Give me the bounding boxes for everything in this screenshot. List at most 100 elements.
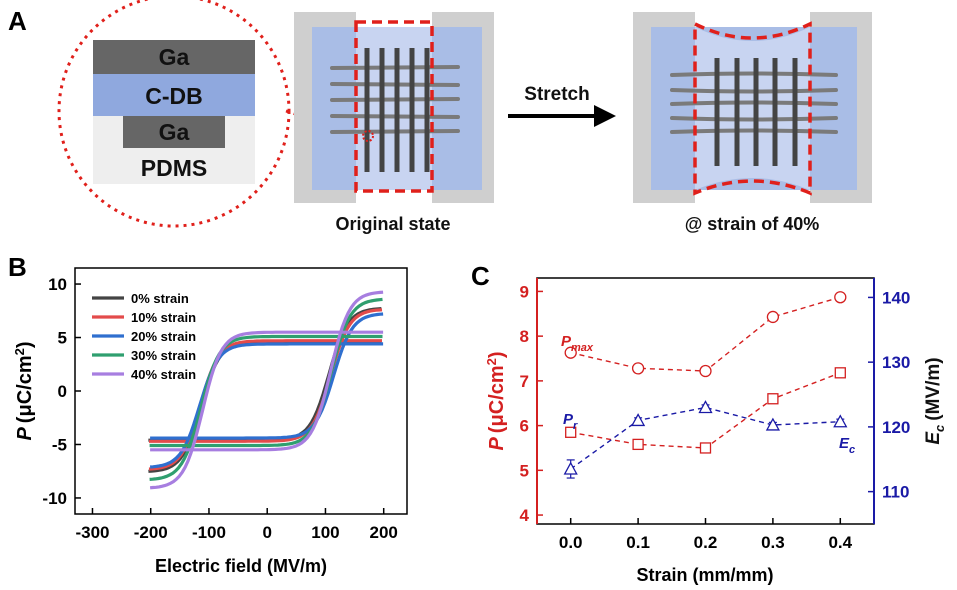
y-axis-left-label: P (μC/cm2) — [484, 351, 508, 450]
x-tick-label: -200 — [134, 523, 168, 542]
ec-label-main: E — [839, 435, 850, 452]
dashed-outline — [693, 21, 812, 196]
pdms-label: PDMS — [141, 155, 207, 181]
legend-label: 0% strain — [131, 291, 189, 306]
y-axis-symbol: P — [14, 427, 36, 441]
hysteresis-loop — [149, 290, 384, 490]
panel-a-letter: A — [8, 6, 27, 36]
ga-bottom-layer — [123, 116, 225, 148]
panel-b-letter: B — [8, 252, 27, 282]
data-point — [631, 413, 646, 427]
data-point — [767, 393, 779, 405]
data-point — [699, 442, 712, 454]
panel-b: B -300 -200 -100 0 100 200 -10 -5 0 5 10 0% strain… — [8, 252, 408, 576]
caption-strain-40: @ strain of 40% — [685, 214, 820, 234]
y-left-symbol: P — [486, 437, 508, 451]
horizontal-electrodes — [670, 71, 838, 134]
hysteresis-loop — [149, 312, 384, 469]
y-left-tick-label: 7 — [520, 372, 529, 391]
device-original: Original state — [294, 12, 494, 234]
y-left-tick-label: 8 — [520, 327, 529, 346]
pr-label: Pr — [563, 411, 578, 432]
x-tick-label: 0.1 — [626, 533, 650, 552]
ga-top-label: Ga — [159, 44, 190, 70]
y-left-tick-label: 9 — [520, 282, 529, 301]
y-left-tick-label: 6 — [520, 417, 529, 436]
data-point — [698, 400, 713, 414]
pmax-label-sub: max — [571, 342, 594, 354]
arrow-head — [594, 105, 616, 127]
x-axis-label: Electric field (MV/m) — [155, 556, 327, 576]
stretch-arrow: Stretch — [508, 84, 616, 127]
c-db-label: C-DB — [145, 83, 203, 109]
y-right-tick-label: 140 — [882, 288, 910, 307]
data-point — [765, 417, 780, 431]
y-axis-right-label: Ec (MV/m) — [923, 357, 947, 444]
horizontal-electrode — [670, 88, 838, 94]
y-left-unit: (μC/cm — [486, 365, 508, 433]
vertical-electrodes — [364, 48, 430, 172]
data-point — [563, 461, 578, 475]
axis-ticks: 0.0 0.1 0.2 0.3 0.4 4 5 6 7 8 9 110 120 130 140 — [520, 282, 911, 552]
y-axis-label: P (μC/cm2) — [12, 341, 36, 440]
x-axis-label: Strain (mm/mm) — [636, 565, 773, 585]
c-db-layer — [93, 74, 255, 116]
zoom-marker — [362, 130, 374, 142]
hysteresis-loops — [148, 290, 384, 490]
y-left-unit-close: ) — [486, 351, 508, 358]
data-point — [631, 362, 645, 375]
x-tick-label: 0.4 — [828, 533, 852, 552]
x-tick-label: 100 — [311, 523, 339, 542]
ga-top-layer — [93, 40, 255, 74]
vertical-electrodes — [714, 58, 798, 166]
x-tick-label: 0 — [262, 523, 271, 542]
y-tick-label: 0 — [58, 382, 67, 401]
x-tick-label: 200 — [370, 523, 398, 542]
dashed-outline — [354, 20, 434, 193]
y-axis-unit-sup: 2 — [12, 348, 27, 355]
data-point — [699, 364, 712, 378]
horizontal-electrode — [670, 128, 838, 134]
horizontal-electrode — [670, 71, 838, 77]
ga-bottom-label: Ga — [159, 119, 190, 145]
y-left-unit-sup: 2 — [484, 358, 499, 365]
y-right-unit: (MV/m) — [923, 357, 944, 420]
y-tick-label: 5 — [58, 329, 67, 348]
pr-label-sub: r — [573, 420, 578, 432]
y-right-symbol: E — [923, 431, 944, 445]
stretch-label: Stretch — [524, 84, 589, 105]
data-point — [766, 310, 780, 324]
y-tick-label: -5 — [52, 435, 67, 454]
y-axis-unit-close: ) — [14, 341, 36, 348]
legend-label: 20% strain — [131, 329, 196, 344]
legend-label: 10% strain — [131, 310, 196, 325]
horizontal-electrode — [670, 100, 838, 106]
ec-label: Ec — [839, 435, 855, 456]
layer-stack-inset: Ga C-DB Ga PDMS — [57, 0, 367, 228]
data-point — [565, 426, 577, 438]
axis-ticks: -300 -200 -100 0 100 200 -10 -5 0 5 10 — [42, 275, 397, 542]
panel-a: A Ga C-DB Ga PDMS Original state — [8, 0, 872, 234]
y-axis-unit: (μC/cm — [14, 355, 36, 423]
data-point — [833, 414, 848, 428]
x-tick-label: -300 — [75, 523, 109, 542]
legend-label: 40% strain — [131, 367, 196, 382]
x-tick-label: 0.3 — [761, 533, 785, 552]
y-right-tick-label: 110 — [882, 483, 909, 502]
pmax-label-main: P — [561, 333, 572, 350]
legend: 0% strain 10% strain 20% strain 30% strain 4… — [92, 291, 196, 382]
y-right-sub: c — [932, 424, 947, 432]
y-right-tick-label: 120 — [882, 418, 910, 437]
y-left-tick-label: 4 — [520, 506, 530, 525]
legend-label: 30% strain — [131, 348, 196, 363]
x-tick-label: -100 — [192, 523, 226, 542]
ec-label-sub: c — [849, 444, 855, 456]
series-line — [570, 406, 841, 470]
data-series — [563, 291, 848, 479]
x-tick-label: 0.2 — [694, 533, 718, 552]
pmax-label: Pmax — [561, 333, 594, 354]
caption-original-state: Original state — [335, 214, 450, 234]
y-tick-label: -10 — [42, 489, 67, 508]
panel-c: C 0.0 0.1 0.2 0.3 0.4 4 5 6 7 8 9 110 120 130 140 Pmax… — [471, 261, 947, 585]
pr-label-main: P — [563, 411, 574, 428]
